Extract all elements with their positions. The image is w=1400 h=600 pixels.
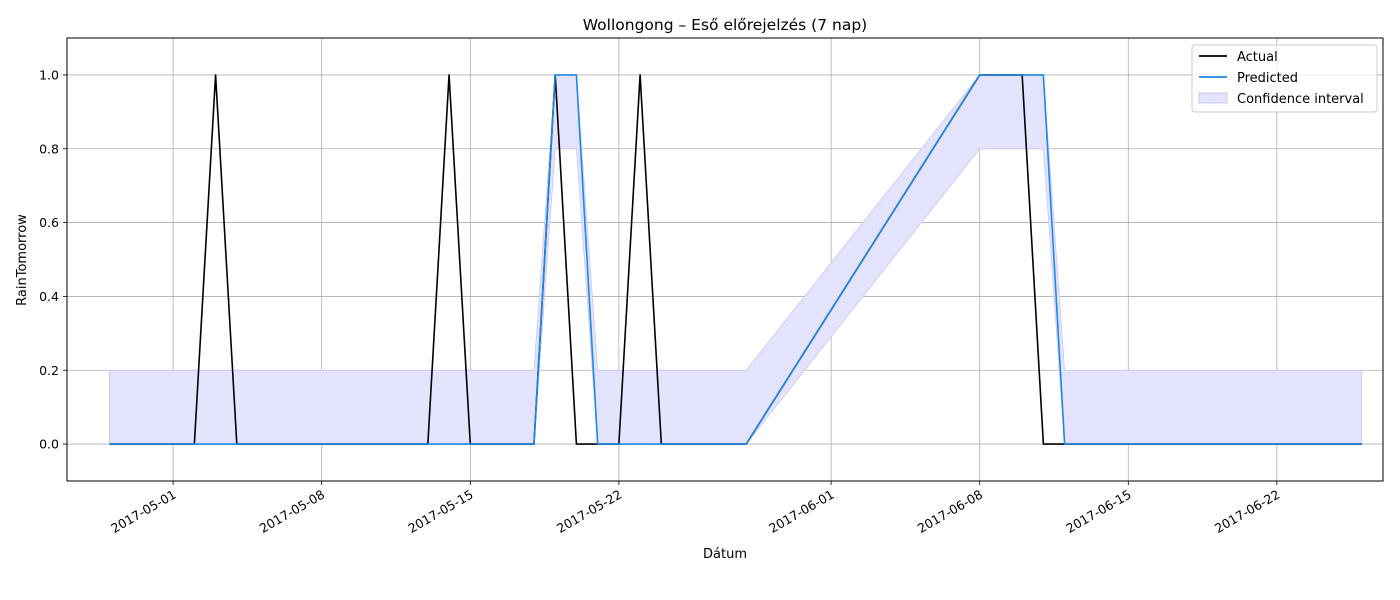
x-axis-label: Dátum xyxy=(703,547,747,562)
y-tick-label: 0.0 xyxy=(39,437,59,452)
y-axis: 0.0 0.2 0.4 0.6 0.8 1.0 xyxy=(39,67,67,452)
y-axis-label: RainTomorrow xyxy=(15,214,30,306)
y-tick-label: 0.6 xyxy=(39,215,59,230)
legend-box xyxy=(1191,44,1378,113)
legend-predicted-label: Predicted xyxy=(1237,71,1298,86)
legend-confidence-label: Confidence interval xyxy=(1237,92,1364,107)
chart-title: Wollongong – Eső előrejelzés (7 nap) xyxy=(583,16,867,34)
legend-actual-label: Actual xyxy=(1237,50,1278,65)
y-tick-label: 1.0 xyxy=(39,67,59,82)
legend: Actual Predicted Confidence interval xyxy=(1191,44,1378,113)
series-layer xyxy=(109,74,1362,445)
y-tick-label: 0.4 xyxy=(39,289,59,304)
y-tick-label: 0.8 xyxy=(39,141,59,156)
y-tick-label: 0.2 xyxy=(39,363,59,378)
plot-frame xyxy=(66,37,1384,482)
series-line-predicted xyxy=(109,74,1362,445)
legend-confidence-swatch xyxy=(1198,92,1228,104)
